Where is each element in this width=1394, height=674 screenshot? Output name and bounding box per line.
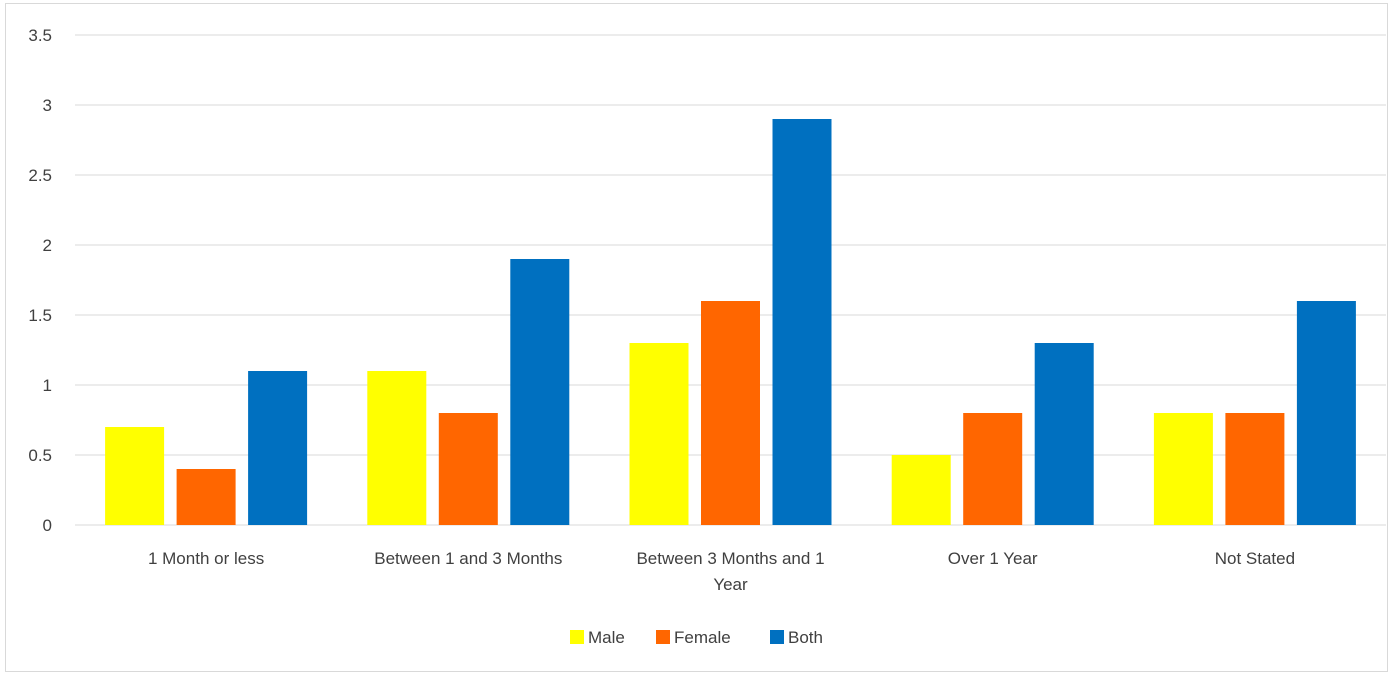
bar-both-4 (1296, 301, 1356, 525)
legend-swatch-female (656, 630, 670, 644)
bar-both-2 (772, 119, 832, 525)
legend-label-both: Both (788, 628, 823, 647)
bar-female-3 (963, 413, 1023, 525)
legend-label-female: Female (674, 628, 731, 647)
x-category-label: Between 1 and 3 Months (374, 549, 562, 568)
chart-frame (5, 3, 1388, 672)
legend-swatch-both (770, 630, 784, 644)
y-axis-ticks: 0 0.5 1 1.5 2 2.5 3 3.5 (28, 26, 52, 535)
bar-female-4 (1225, 413, 1285, 525)
y-tick-label: 0 (43, 516, 52, 535)
y-tick-label: 3.5 (28, 26, 52, 45)
x-category-label: 1 Month or less (148, 549, 264, 568)
legend-swatch-male (570, 630, 584, 644)
y-tick-label: 3 (43, 96, 52, 115)
bar-male-0 (105, 427, 165, 525)
bar-both-1 (510, 259, 570, 525)
bar-both-3 (1034, 343, 1094, 525)
bars (105, 119, 1356, 525)
x-category-label: Over 1 Year (948, 549, 1038, 568)
legend-label-male: Male (588, 628, 625, 647)
y-tick-label: 0.5 (28, 446, 52, 465)
bar-female-1 (438, 413, 498, 525)
bar-female-2 (701, 301, 760, 525)
bar-male-1 (367, 371, 427, 525)
x-category-label: Not Stated (1215, 549, 1295, 568)
y-tick-label: 1.5 (28, 306, 52, 325)
y-tick-label: 2.5 (28, 166, 52, 185)
legend: Male Female Both (570, 628, 823, 647)
x-category-label: Year (713, 575, 748, 594)
bar-male-3 (891, 455, 951, 525)
y-tick-label: 2 (43, 236, 52, 255)
y-tick-label: 1 (43, 376, 52, 395)
bar-male-2 (629, 343, 689, 525)
x-category-label: Between 3 Months and 1 (636, 549, 824, 568)
bar-male-4 (1153, 413, 1213, 525)
bar-female-0 (176, 469, 236, 525)
x-axis-categories: 1 Month or less Between 1 and 3 Months Bet… (148, 549, 1295, 594)
bar-both-0 (248, 371, 308, 525)
